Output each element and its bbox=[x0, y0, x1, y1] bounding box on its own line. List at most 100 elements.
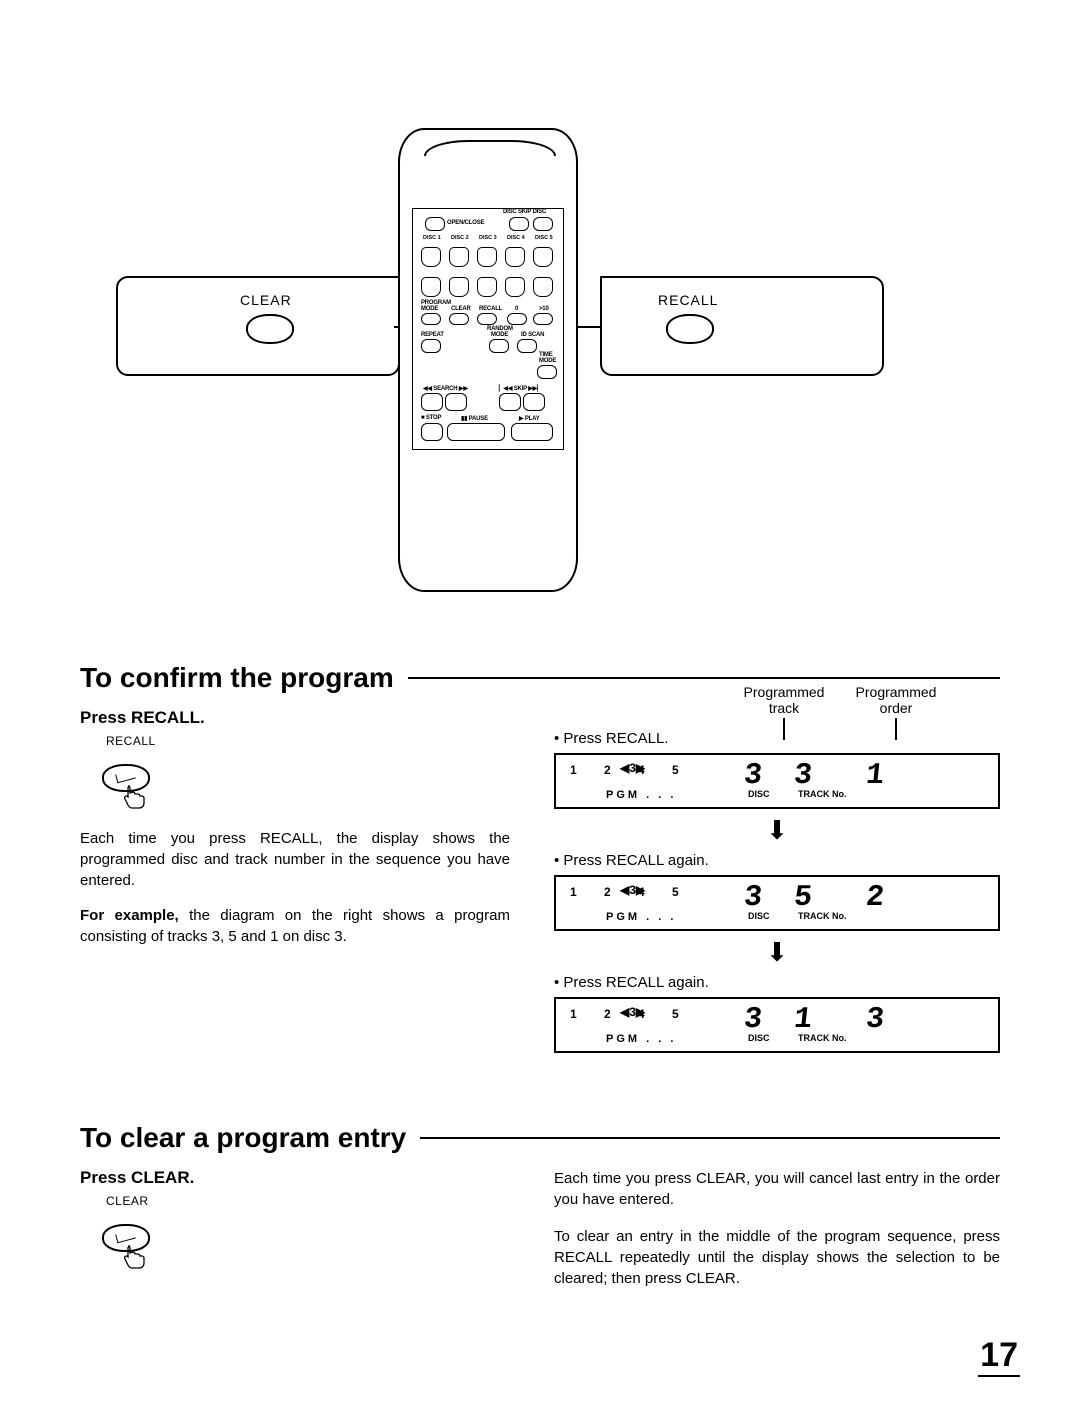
remote-play-btn-icon bbox=[511, 423, 553, 441]
remote-pause-btn-icon bbox=[447, 423, 505, 441]
remote-disc1-label: DISC 1 bbox=[423, 235, 441, 241]
clear-icon-label: CLEAR bbox=[106, 1194, 510, 1208]
arrow-down-icon: ⬇ bbox=[554, 815, 1000, 846]
disp-track-seg: 5 bbox=[792, 881, 814, 915]
remote-clear-label: CLEAR bbox=[451, 306, 471, 312]
display-steps: • Press RECALL.1 2 4 5◀3▶PGM . . .3DISC3… bbox=[554, 730, 1000, 1053]
remote-time-mode-label: MODE bbox=[539, 358, 556, 364]
remote-repeat-label: REPEAT bbox=[421, 332, 444, 338]
display-box: 1 2 4 5◀3▶PGM . . .3DISC1TRACK No.3 bbox=[554, 997, 1000, 1053]
remote-mode-label: MODE bbox=[421, 306, 438, 312]
callout-clear: CLEAR bbox=[116, 276, 400, 376]
disp-track-seg: 3 bbox=[792, 759, 814, 793]
step-label: • Press RECALL again. bbox=[554, 974, 1000, 991]
heading-clear-text: To clear a program entry bbox=[80, 1122, 406, 1154]
confirm-para2-bold: For example, bbox=[80, 907, 179, 924]
remote-num-1-icon bbox=[421, 247, 441, 267]
clear-right-col: Each time you press CLEAR, you will canc… bbox=[554, 1168, 1000, 1289]
remote-play-label: ▶ PLAY bbox=[519, 415, 540, 422]
remote-num-6-icon bbox=[421, 277, 441, 297]
remote-num-row-1 bbox=[421, 247, 557, 265]
hand-icon bbox=[122, 784, 148, 810]
remote-bottom-row: ■ STOP ▮▮ PAUSE ▶ PLAY bbox=[421, 417, 557, 439]
remote-num-8-icon bbox=[477, 277, 497, 297]
remote-random-mode-label: MODE bbox=[491, 332, 508, 338]
callout-clear-label: CLEAR bbox=[240, 292, 292, 308]
remote-num-9-icon bbox=[505, 277, 525, 297]
annot-order: Programmed order bbox=[846, 684, 946, 740]
top-diagram: CLEAR RECALL OPEN/CLOSE DISC SKIP DISC D… bbox=[0, 110, 1080, 640]
disp-pgm: PGM . . . bbox=[606, 911, 676, 923]
disp-track-seg: 1 bbox=[792, 1003, 814, 1037]
remote-time-btn-icon bbox=[537, 365, 557, 379]
remote-search-fwd-icon bbox=[445, 393, 467, 411]
confirm-right-col: Programmed track Programmed order • Pres… bbox=[554, 708, 1000, 1053]
remote-num-4-icon bbox=[505, 247, 525, 267]
section-confirm: To confirm the program Press RECALL. REC… bbox=[80, 662, 1000, 1053]
remote-disc4-label: DISC 4 bbox=[507, 235, 525, 241]
remote-gt10-label: >10 bbox=[539, 306, 549, 312]
remote-disc3-label: DISC 3 bbox=[479, 235, 497, 241]
remote-disc2-label: DISC 2 bbox=[451, 235, 469, 241]
heading-confirm-text: To confirm the program bbox=[80, 662, 394, 694]
remote-program-row: PROGRAM MODE CLEAR RECALL 0 >10 bbox=[421, 307, 557, 325]
disp-selected: ◀3▶ bbox=[620, 883, 645, 897]
annot-track: Programmed track bbox=[734, 684, 834, 740]
clear-press-icon bbox=[98, 1210, 158, 1270]
disp-disc-seg: 3 bbox=[742, 1003, 764, 1037]
disp-selected: ◀3▶ bbox=[620, 1005, 645, 1019]
remote-num-3-icon bbox=[477, 247, 497, 267]
remote-search-row: ◀◀ SEARCH ▶▶ ▏◀◀ SKIP ▶▶▏ bbox=[421, 387, 557, 409]
remote-skip-label: ▏◀◀ SKIP ▶▶▏ bbox=[499, 385, 542, 392]
remote-num-2-icon bbox=[449, 247, 469, 267]
disp-disc-seg: 3 bbox=[742, 759, 764, 793]
remote-disc-skip-label: DISC SKIP DISC bbox=[503, 209, 546, 215]
remote-stop-label: ■ STOP bbox=[421, 415, 441, 421]
callout-recall: RECALL bbox=[600, 276, 884, 376]
manual-page: CLEAR RECALL OPEN/CLOSE DISC SKIP DISC D… bbox=[0, 0, 1080, 1407]
remote-stop-btn-icon bbox=[421, 423, 443, 441]
confirm-para1: Each time you press RECALL, the display … bbox=[80, 828, 510, 891]
remote-num-row-2 bbox=[421, 277, 557, 295]
remote-clear-btn-icon bbox=[449, 313, 469, 325]
remote-num-10-icon bbox=[533, 277, 553, 297]
clear-para2: To clear an entry in the middle of the p… bbox=[554, 1226, 1000, 1289]
annot-track-bar-icon bbox=[783, 718, 785, 740]
remote-pause-label: ▮▮ PAUSE bbox=[461, 415, 488, 422]
remote-gt10-btn-icon bbox=[533, 313, 553, 325]
disp-disc-label: DISC bbox=[748, 911, 770, 921]
page-number: 17 bbox=[978, 1336, 1020, 1377]
remote-random-btn-icon bbox=[489, 339, 509, 353]
remote-idscan-btn-icon bbox=[517, 339, 537, 353]
remote-search-label: ◀◀ SEARCH ▶▶ bbox=[423, 385, 468, 392]
clear-para1: Each time you press CLEAR, you will canc… bbox=[554, 1168, 1000, 1210]
remote-zero-btn-icon bbox=[507, 313, 527, 325]
connector-right bbox=[574, 326, 602, 328]
hand-icon-2 bbox=[122, 1244, 148, 1270]
remote-disc-button-icon bbox=[533, 217, 553, 231]
confirm-left-col: Press RECALL. RECALL Each time you press… bbox=[80, 708, 510, 1053]
disp-pgm: PGM . . . bbox=[606, 1033, 676, 1045]
remote-disc-skip-icon bbox=[509, 217, 529, 231]
heading-rule-2 bbox=[420, 1137, 1000, 1139]
remote-open-close-icon bbox=[425, 217, 445, 231]
annot-track-text: Programmed track bbox=[744, 684, 825, 716]
press-clear-heading: Press CLEAR. bbox=[80, 1168, 510, 1188]
remote-search-back-icon bbox=[421, 393, 443, 411]
remote-skip-back-icon bbox=[499, 393, 521, 411]
arrow-down-icon: ⬇ bbox=[554, 937, 1000, 968]
disp-order-seg: 1 bbox=[864, 759, 886, 793]
callout-recall-button-icon bbox=[666, 314, 714, 344]
disp-disc-label: DISC bbox=[748, 1033, 770, 1043]
recall-icon-label: RECALL bbox=[106, 734, 510, 748]
heading-clear: To clear a program entry bbox=[80, 1122, 1000, 1154]
disp-selected: ◀3▶ bbox=[620, 761, 645, 775]
remote-repeat-btn-icon bbox=[421, 339, 441, 353]
callout-clear-button-icon bbox=[246, 314, 294, 344]
display-box: 1 2 4 5◀3▶PGM . . .3DISC3TRACK No.1 bbox=[554, 753, 1000, 809]
section-clear: To clear a program entry Press CLEAR. CL… bbox=[80, 1122, 1000, 1289]
annot-order-bar-icon bbox=[895, 718, 897, 740]
remote-control-illustration: OPEN/CLOSE DISC SKIP DISC DISC 1 DISC 2 … bbox=[398, 128, 578, 592]
remote-program-btn-icon bbox=[421, 313, 441, 325]
annot-order-text: Programmed order bbox=[856, 684, 937, 716]
